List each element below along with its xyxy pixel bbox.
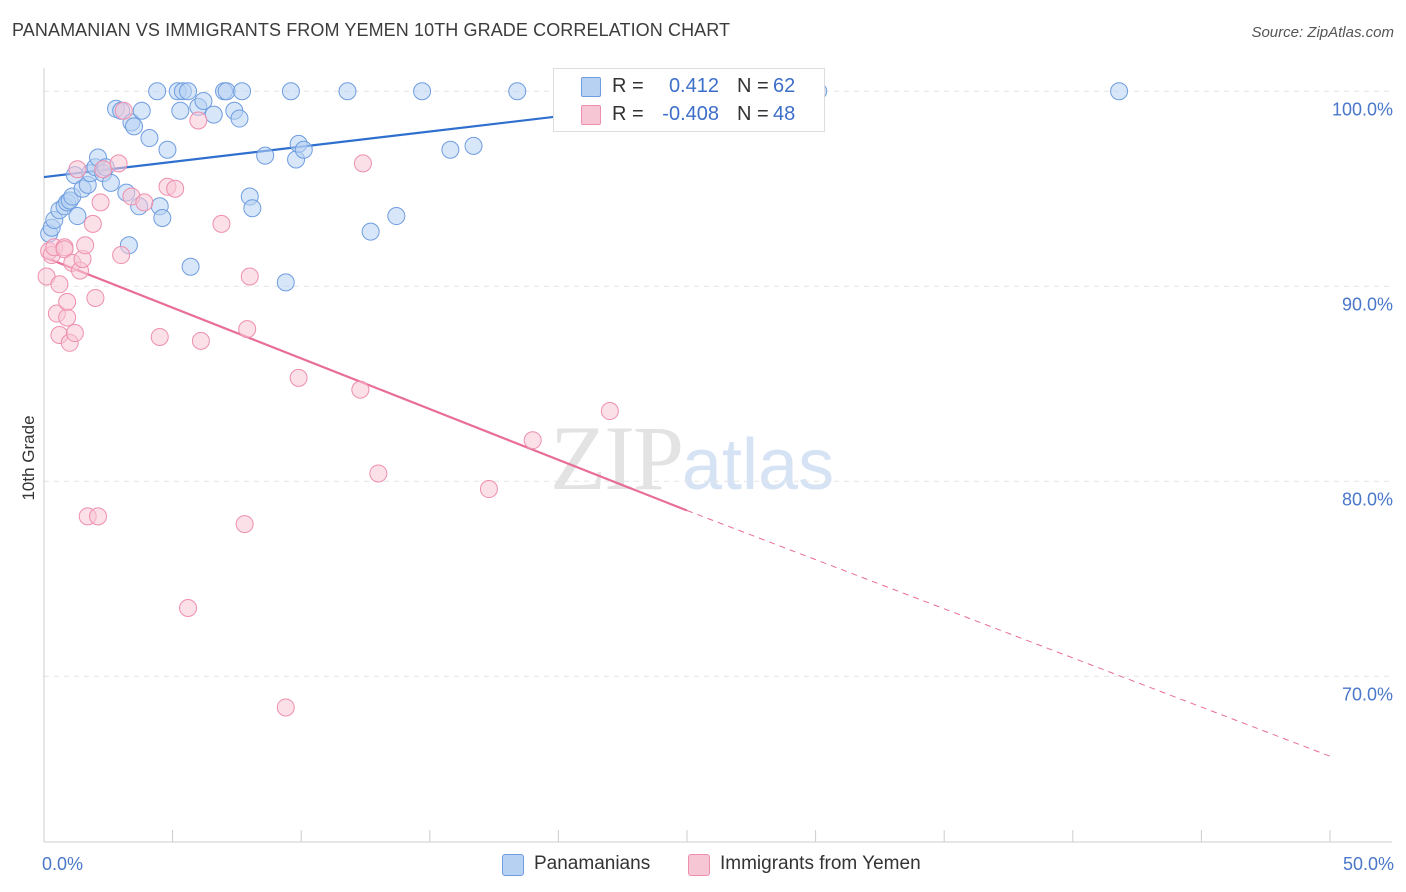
watermark-zip: ZIP (550, 407, 684, 509)
y-tick-label: 100.0% (1332, 99, 1393, 119)
yemen-point (94, 160, 113, 179)
yemen-point (276, 698, 295, 717)
panamanian-point (181, 257, 200, 276)
panamanian-point (194, 92, 213, 110)
panamanian-point (153, 209, 172, 227)
legend-row-yemen: R = -0.408 N = 48 (554, 101, 824, 129)
panamanian-point (1110, 82, 1129, 101)
yemen-point (238, 320, 257, 339)
correlation-legend: R = 0.412 N = 62 R = -0.408 N = 48 (553, 68, 825, 132)
panamanian-point (204, 105, 223, 124)
y-tick-label: 70.0% (1342, 684, 1393, 704)
panamanian-point (281, 82, 300, 101)
panamanian-point (243, 199, 262, 218)
panamanian-point (140, 129, 159, 148)
y-axis-title: 10th Grade (19, 415, 38, 500)
legend-swatch-pink (581, 105, 601, 125)
legend-label: Panamanians (534, 853, 651, 874)
yemen-point (369, 464, 388, 483)
yemen-point (191, 331, 210, 350)
yemen-point (58, 292, 77, 311)
yemen-point (114, 101, 133, 120)
panamanian-point (179, 82, 198, 101)
legend-swatch-pink (688, 854, 710, 876)
yemen-point (65, 324, 84, 343)
yemen-point (86, 288, 105, 307)
yemen-point (166, 179, 185, 198)
watermark-atlas: atlas (682, 425, 835, 505)
yemen-trend-extension (686, 510, 1331, 757)
panamanian-point (233, 82, 252, 101)
legend-r-label: R = (612, 75, 644, 97)
yemen-point (89, 507, 108, 526)
legend-n-value: 62 (773, 75, 796, 97)
panamanian-point (464, 136, 483, 155)
panamanian-point (68, 207, 87, 226)
panamanian-point (361, 222, 380, 241)
axis-layer: 100.0% 90.0% 80.0% 70.0% 0.0% 50.0% (42, 68, 1394, 874)
yemen-point (189, 111, 208, 130)
legend-swatch-blue (502, 854, 524, 876)
y-tick-label: 80.0% (1342, 489, 1393, 509)
yemen-point (68, 160, 87, 179)
yemen-point (91, 193, 110, 212)
yemen-point (150, 327, 169, 346)
yemen-point (112, 246, 131, 265)
zipatlas-watermark: ZIPatlas (550, 405, 834, 511)
panamanian-point (158, 140, 177, 159)
yemen-point (83, 214, 102, 233)
yemen-point (600, 402, 619, 421)
legend-r-label: R = (612, 103, 644, 125)
chart-title: PANAMANIAN VS IMMIGRANTS FROM YEMEN 10TH… (12, 20, 731, 40)
x-tick-label: 50.0% (1343, 854, 1394, 874)
panamanian-point (294, 140, 313, 159)
legend-n-label: N = (737, 103, 769, 125)
panamanian-point (387, 207, 406, 226)
legend-swatch-blue (581, 77, 601, 97)
yemen-point (351, 380, 370, 399)
yemen-point (58, 308, 77, 327)
yemen-point (50, 275, 69, 294)
panamanian-point (217, 82, 236, 101)
legend-r-value: -0.408 (662, 103, 719, 125)
legend-n-value: 48 (773, 103, 796, 125)
trend-layer (43, 84, 1331, 757)
panamanian-point (230, 109, 249, 128)
panamanian-point (132, 101, 151, 120)
yemen-point (55, 240, 74, 259)
source-label: Source: ZipAtlas.com (1251, 24, 1394, 41)
yemen-point (212, 214, 231, 233)
yemen-point (179, 599, 198, 617)
legend-row-panamanians: R = 0.412 N = 62 (554, 73, 824, 101)
yemen-point (235, 515, 254, 534)
yemen-point (135, 193, 154, 212)
series-legend: Panamanians Immigrants from Yemen (0, 852, 1406, 878)
y-tick-label: 90.0% (1342, 294, 1393, 314)
panamanian-point (413, 82, 432, 101)
panamanian-point (256, 146, 275, 165)
panamanian-point (148, 82, 167, 101)
panamanian-point (508, 82, 527, 101)
grid-layer (44, 90, 1392, 677)
yemen-point (523, 431, 542, 450)
yemen-point (109, 154, 128, 173)
panamanian-point (101, 173, 120, 192)
panamanian-point (125, 117, 144, 136)
panamanian-point (276, 273, 295, 292)
x-tick-label: 0.0% (42, 854, 83, 874)
legend-n-label: N = (737, 75, 769, 97)
legend-label: Immigrants from Yemen (720, 853, 921, 874)
panamanian-point (338, 82, 357, 101)
yemen-point (289, 368, 308, 387)
yemen-point (353, 154, 372, 173)
legend-r-value: 0.412 (668, 75, 719, 97)
points-layer (37, 82, 1129, 717)
panamanian-point (441, 140, 460, 159)
yemen-point (240, 267, 259, 286)
yemen-point (76, 236, 95, 255)
panamanian-point (171, 101, 190, 120)
yemen-point (479, 480, 498, 499)
